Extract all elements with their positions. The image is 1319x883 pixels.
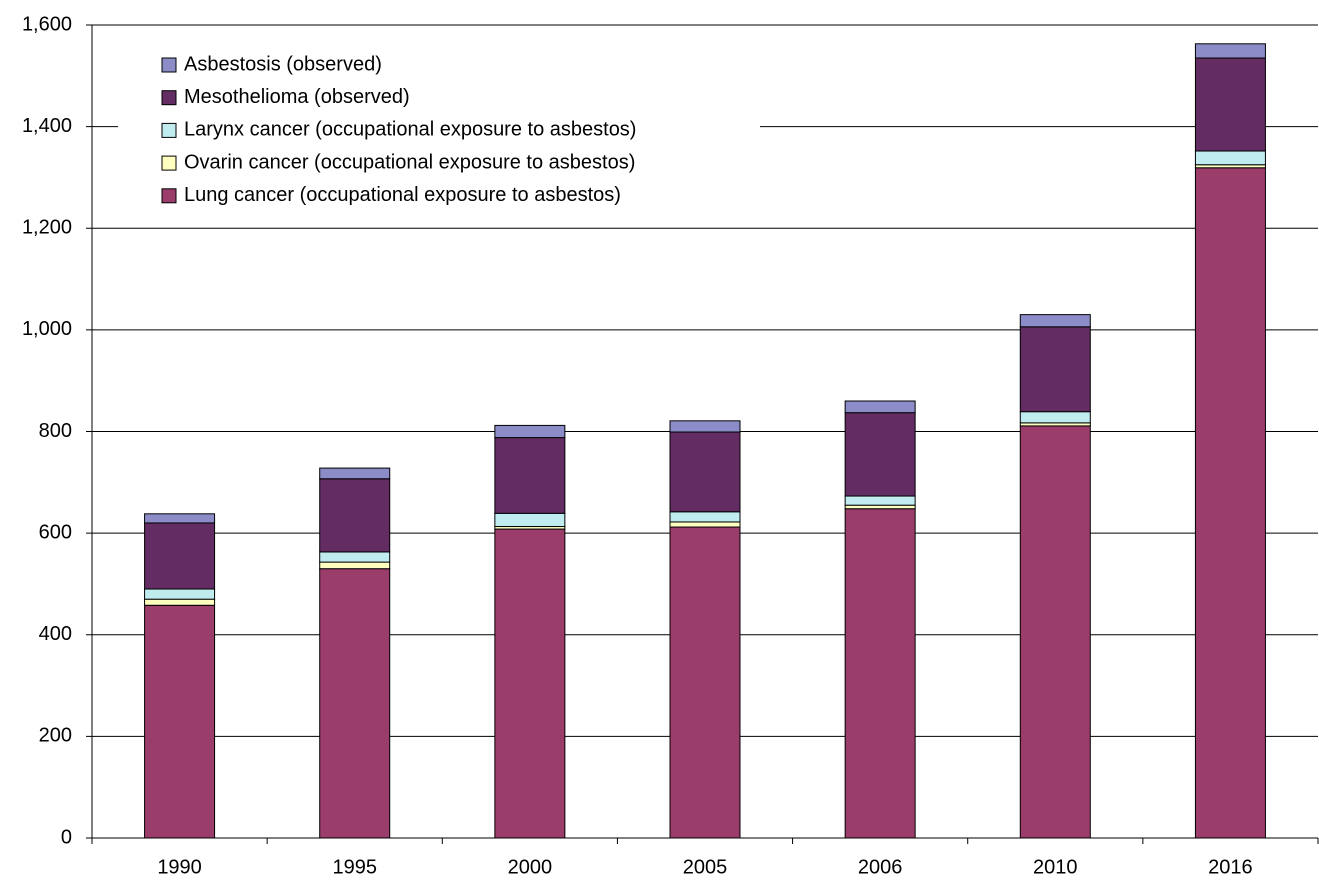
legend-label: Mesothelioma (observed): [184, 86, 410, 108]
bar-segment: [494, 437, 566, 514]
bar-segment: [319, 478, 391, 553]
bar-segment: [1019, 326, 1091, 413]
bar-segment: [494, 424, 566, 439]
y-tick-label: 0: [61, 826, 72, 848]
bar-segment: [319, 467, 391, 480]
bar-segment: [144, 513, 216, 524]
legend-marker: [161, 90, 177, 106]
bar-segment: [1019, 314, 1091, 328]
bar-segment: [144, 522, 216, 590]
x-tick-label: 2005: [683, 856, 728, 878]
bar-segment: [1194, 167, 1266, 839]
y-tick-label: 1,400: [22, 115, 72, 137]
y-tick-label: 1,600: [22, 13, 72, 35]
y-tick-label: 400: [39, 623, 72, 645]
bar-segment: [1194, 57, 1266, 152]
x-tick-label: 2006: [858, 856, 903, 878]
bar-segment: [669, 420, 741, 433]
bar-segment: [319, 561, 391, 570]
legend-box: [118, 45, 760, 218]
legend-marker: [161, 57, 177, 73]
bar-segment: [669, 521, 741, 528]
bar-segment: [844, 400, 916, 414]
bar-segment: [1194, 43, 1266, 59]
y-tick-label: 1,200: [22, 217, 72, 239]
bar-segment: [844, 504, 916, 510]
y-tick-label: 600: [39, 521, 72, 543]
bar-segment: [144, 598, 216, 606]
x-tick-label: 2000: [508, 856, 553, 878]
bar-segment: [1019, 411, 1091, 424]
bar-segment: [844, 412, 916, 497]
bar-segment: [844, 508, 916, 839]
y-tick-label: 800: [39, 420, 72, 442]
legend-marker: [161, 155, 177, 171]
x-tick-label: 1995: [332, 856, 377, 878]
bar-segment: [1019, 425, 1091, 839]
bar-segment: [669, 431, 741, 513]
bar-segment: [144, 604, 216, 839]
bar-segment: [1194, 150, 1266, 166]
x-tick-label: 2010: [1033, 856, 1078, 878]
bar-segment: [494, 512, 566, 528]
bar-segment: [319, 568, 391, 839]
legend-marker: [161, 122, 177, 138]
y-tick-label: 200: [39, 725, 72, 747]
legend-label: Asbestosis (observed): [184, 53, 382, 75]
bar-segment: [669, 511, 741, 523]
legend-label: Larynx cancer (occupational exposure to …: [184, 119, 636, 141]
bar-segment: [144, 588, 216, 600]
bar-segment: [669, 526, 741, 839]
bar-segment: [844, 495, 916, 506]
legend-label: Lung cancer (occupational exposure to as…: [184, 184, 621, 206]
legend-marker: [161, 188, 177, 204]
x-tick-label: 2016: [1208, 856, 1253, 878]
bar-segment: [494, 528, 566, 839]
bar-segment: [319, 551, 391, 563]
y-tick-label: 1,000: [22, 318, 72, 340]
x-tick-label: 1990: [157, 856, 202, 878]
legend-label: Ovarin cancer (occupational exposure to …: [184, 151, 635, 173]
